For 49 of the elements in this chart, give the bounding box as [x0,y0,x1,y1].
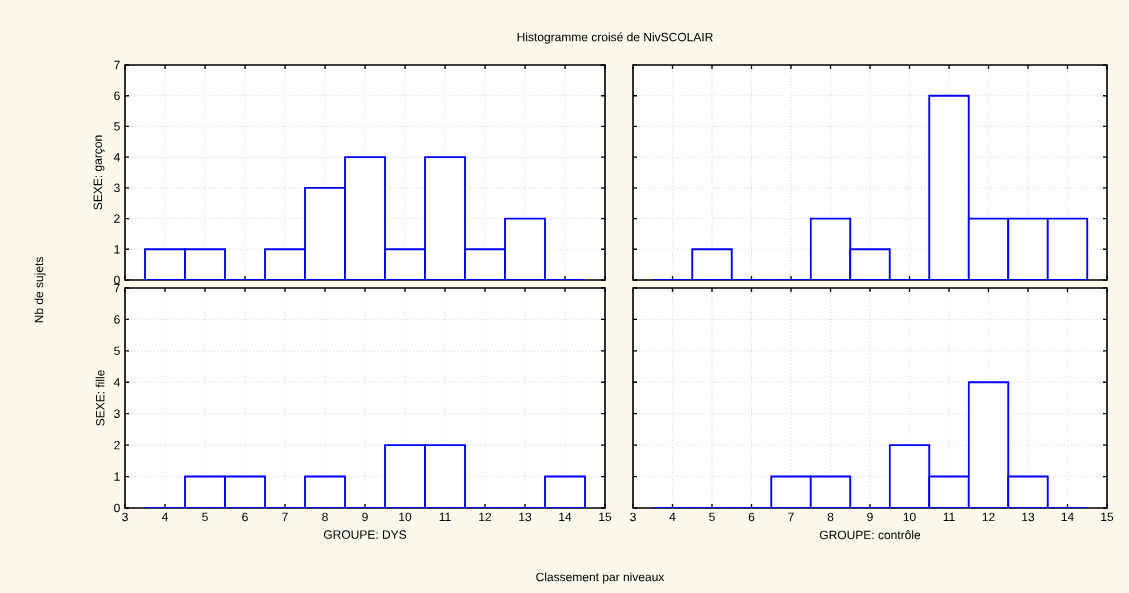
y-tick-label: 4 [113,153,120,162]
y-tick-label: 3 [114,409,120,418]
x-tick-label: 4 [669,512,676,521]
x-tick-label: 12 [982,512,995,522]
chart-title: Histogramme croisé de NivSCOLAIR [517,32,713,44]
y-tick-label: 2 [114,440,120,450]
y-tick-label: 4 [113,378,120,387]
x-tick-label: 3 [122,512,128,522]
x-tick-label: 14 [1061,512,1074,521]
y-tick-label: 1 [114,472,120,481]
x-tick-label: 14 [559,512,572,521]
x-axis-title: GROUPE: contrôle [819,530,921,540]
y-axis-title: SEXE: garçon [93,135,105,210]
y-tick-label: 6 [114,315,120,324]
y-tick-label: 5 [114,122,120,131]
text: Nb de sujets [34,257,46,323]
x-tick-label: 12 [479,512,492,522]
x-tick-label: 9 [867,512,873,522]
x-tick-label: 6 [748,512,755,522]
x-tick-label: 13 [1022,512,1035,522]
y-tick-label: 2 [114,214,120,223]
x-tick-label: 4 [161,512,168,521]
y-tick-label: 7 [114,283,120,293]
y-tick-label: 1 [114,245,120,254]
x-tick-label: 7 [282,512,288,521]
x-tick-label: 15 [1101,512,1114,522]
x-tick-label: 13 [519,512,532,522]
x-tick-label: 3 [630,512,636,522]
y-tick-label: 7 [114,60,120,70]
x-tick-label: 8 [827,512,834,522]
y-tick-label: 5 [114,346,120,356]
y-tick-label: 0 [114,275,120,285]
y-axis-title: SEXE: fille [95,370,105,426]
x-tick-label: 6 [242,512,248,522]
x-tick-label: 15 [599,512,612,522]
x-tick-label: 11 [439,512,451,521]
x-tick-label: 10 [399,512,412,522]
x-tick-label: 5 [202,512,208,522]
x-tick-label: 5 [709,512,715,522]
x-axis-title: GROUPE: DYS [323,530,407,539]
y-tick-label: 6 [114,91,120,100]
x-tick-label: 10 [903,512,916,522]
text: Classement par niveaux [536,572,665,584]
x-tick-label: 8 [322,512,328,522]
y-tick-label: 0 [114,503,120,513]
x-tick-label: 11 [943,512,955,521]
x-tick-label: 9 [362,512,368,522]
y-tick-label: 3 [114,183,120,193]
x-tick-label: 7 [788,512,794,521]
